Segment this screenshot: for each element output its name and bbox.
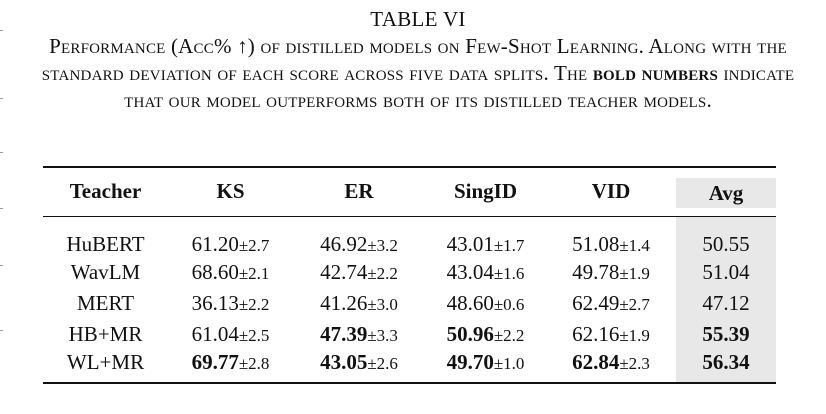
score-cell: 51.08±1.4 bbox=[546, 216, 676, 257]
score-std: ±2.8 bbox=[238, 353, 270, 373]
score-std: ±2.5 bbox=[238, 325, 270, 345]
score-std: ±2.7 bbox=[238, 235, 270, 255]
column-header-er: ER bbox=[293, 166, 425, 217]
edge-mark bbox=[0, 30, 3, 31]
table-header-row: Teacher KS ER SingID VID Avg bbox=[43, 166, 776, 217]
caption-segment: indicate that our model outperforms both… bbox=[124, 61, 795, 112]
score-value: 61.04 bbox=[191, 321, 239, 346]
avg-header-label: Avg bbox=[676, 177, 776, 208]
score-cell: 43.04±1.6 bbox=[425, 257, 546, 288]
score-cell: 36.13±2.2 bbox=[168, 288, 293, 319]
caption-emphasis: bold numbers bbox=[592, 61, 719, 85]
score-std: ±1.4 bbox=[619, 235, 650, 255]
caption-text: Performance (Acc% ↑) of distilled models… bbox=[40, 33, 796, 114]
column-header-vid: VID bbox=[546, 166, 676, 217]
score-value: 43.04 bbox=[446, 259, 494, 284]
column-header-ks: KS bbox=[168, 166, 293, 217]
edge-mark bbox=[0, 152, 3, 153]
score-value: 48.60 bbox=[446, 290, 494, 315]
table-row: MERT 36.13±2.2 41.26±3.0 48.60±0.6 62.49±2.7… bbox=[43, 287, 776, 319]
score-std: ±2.1 bbox=[238, 263, 270, 283]
avg-cell: 50.55 bbox=[676, 216, 776, 257]
score-value: 50.96 bbox=[446, 321, 494, 346]
score-cell: 46.92±3.2 bbox=[293, 216, 425, 257]
score-value: 46.92 bbox=[320, 231, 368, 256]
column-header-teacher: Teacher bbox=[43, 166, 168, 217]
teacher-cell: HuBERT bbox=[66, 231, 145, 256]
column-header-singid: SingID bbox=[425, 166, 546, 217]
table-label: TABLE VI bbox=[370, 7, 466, 31]
score-std: ±1.9 bbox=[619, 263, 650, 283]
score-std: ±3.2 bbox=[367, 235, 398, 255]
score-cell: 62.49±2.7 bbox=[546, 288, 676, 319]
table-row: HuBERT 61.20±2.7 46.92±3.2 43.01±1.7 51.08±1… bbox=[43, 216, 776, 257]
score-std: ±2.7 bbox=[619, 294, 650, 314]
column-header-avg: Avg bbox=[676, 166, 776, 217]
score-value: 69.77 bbox=[191, 349, 239, 374]
caption-segment: Performance (Acc% ↑) of distilled models… bbox=[41, 34, 787, 85]
score-value: 61.20 bbox=[191, 231, 239, 256]
score-std: ±1.7 bbox=[493, 235, 525, 255]
table-body: HuBERT 61.20±2.7 46.92±3.2 43.01±1.7 51.08±1… bbox=[43, 216, 776, 384]
results-table: Teacher KS ER SingID VID Avg HuBERT 61.20… bbox=[43, 166, 776, 384]
score-std: ±3.0 bbox=[367, 294, 398, 314]
score-cell: 69.77±2.8 bbox=[168, 349, 293, 384]
edge-mark bbox=[0, 265, 3, 266]
teacher-cell: MERT bbox=[76, 290, 135, 315]
score-value: 62.84 bbox=[572, 349, 620, 374]
avg-cell: 55.39 bbox=[676, 318, 776, 350]
score-value: 41.26 bbox=[320, 290, 368, 315]
score-cell: 68.60±2.1 bbox=[168, 257, 293, 288]
score-cell: 62.84±2.3 bbox=[546, 349, 676, 384]
table-row: HB+MR 61.04±2.5 47.39±3.3 50.96±2.2 62.16±1.… bbox=[43, 318, 776, 350]
score-value: 62.49 bbox=[572, 290, 620, 315]
score-std: ±2.2 bbox=[493, 325, 525, 345]
score-cell: 41.26±3.0 bbox=[293, 288, 425, 319]
score-value: 51.08 bbox=[572, 231, 620, 256]
score-std: ±1.6 bbox=[493, 263, 525, 283]
edge-mark bbox=[0, 330, 3, 331]
avg-cell: 56.34 bbox=[676, 349, 776, 384]
teacher-cell: HB+MR bbox=[68, 321, 143, 346]
score-cell: 61.20±2.7 bbox=[168, 216, 293, 257]
score-cell: 48.60±0.6 bbox=[425, 288, 546, 319]
avg-cell: 47.12 bbox=[676, 287, 776, 319]
score-std: ±2.3 bbox=[619, 353, 650, 373]
score-value: 49.70 bbox=[446, 349, 494, 374]
score-std: ±1.0 bbox=[493, 353, 525, 373]
score-value: 43.01 bbox=[446, 231, 494, 256]
table-caption: TABLE VI Performance (Acc% ↑) of distill… bbox=[40, 6, 796, 114]
score-std: ±2.6 bbox=[367, 353, 398, 373]
score-cell: 42.74±2.2 bbox=[293, 257, 425, 288]
avg-cell: 51.04 bbox=[676, 256, 776, 288]
score-cell: 50.96±2.2 bbox=[425, 319, 546, 350]
score-value: 43.05 bbox=[320, 349, 368, 374]
edge-mark bbox=[0, 208, 3, 209]
score-value: 47.39 bbox=[320, 321, 368, 346]
score-std: ±3.3 bbox=[367, 325, 398, 345]
score-cell: 43.01±1.7 bbox=[425, 216, 546, 257]
score-cell: 61.04±2.5 bbox=[168, 319, 293, 350]
score-value: 49.78 bbox=[572, 259, 620, 284]
score-value: 68.60 bbox=[191, 259, 239, 284]
teacher-cell: WL+MR bbox=[43, 349, 168, 384]
score-cell: 49.78±1.9 bbox=[546, 257, 676, 288]
score-cell: 43.05±2.6 bbox=[293, 349, 425, 384]
score-std: ±1.9 bbox=[619, 325, 650, 345]
edge-mark bbox=[0, 98, 3, 99]
table-row: WL+MR 69.77±2.8 43.05±2.6 49.70±1.0 62.84±2.… bbox=[43, 349, 776, 384]
score-value: 42.74 bbox=[320, 259, 368, 284]
score-value: 36.13 bbox=[191, 290, 239, 315]
score-std: ±0.6 bbox=[493, 294, 525, 314]
score-cell: 49.70±1.0 bbox=[425, 349, 546, 384]
score-cell: 62.16±1.9 bbox=[546, 319, 676, 350]
score-cell: 47.39±3.3 bbox=[293, 319, 425, 350]
score-value: 62.16 bbox=[572, 321, 620, 346]
score-std: ±2.2 bbox=[367, 263, 398, 283]
table-row: WavLM 68.60±2.1 42.74±2.2 43.04±1.6 49.78±1.… bbox=[43, 256, 776, 288]
teacher-cell: WavLM bbox=[70, 259, 141, 284]
score-std: ±2.2 bbox=[238, 294, 270, 314]
